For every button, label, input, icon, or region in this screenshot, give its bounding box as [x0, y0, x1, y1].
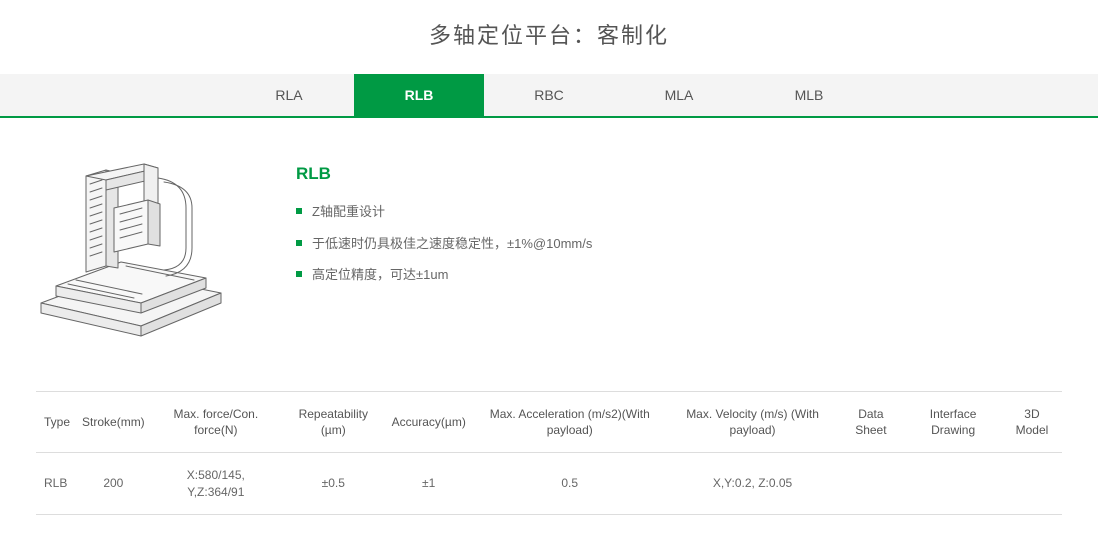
cell-accuracy: ±1 — [386, 453, 472, 514]
tab-mlb[interactable]: MLB — [744, 74, 874, 116]
col-drawing: Interface Drawing — [904, 392, 1002, 453]
col-accel: Max. Acceleration (m/s2)(With payload) — [472, 392, 668, 453]
table-row: RLB 200 X:580/145, Y,Z:364/91 ±0.5 ±1 0.… — [36, 453, 1062, 514]
col-velocity: Max. Velocity (m/s) (With payload) — [668, 392, 838, 453]
col-datasheet: Data Sheet — [837, 392, 904, 453]
tab-rla[interactable]: RLA — [224, 74, 354, 116]
tab-rlb[interactable]: RLB — [354, 74, 484, 116]
table-header-row: Type Stroke(mm) Max. force/Con. force(N)… — [36, 392, 1062, 453]
col-type: Type — [36, 392, 76, 453]
cell-velocity: X,Y:0.2, Z:0.05 — [668, 453, 838, 514]
cell-repeatability: ±0.5 — [281, 453, 386, 514]
product-image — [36, 158, 236, 341]
col-force: Max. force/Con. force(N) — [151, 392, 281, 453]
product-tabs: RLA RLB RBC MLA MLB — [0, 74, 1098, 118]
col-repeatability: Repeatability (µm) — [281, 392, 386, 453]
tab-rbc[interactable]: RBC — [484, 74, 614, 116]
spec-table: Type Stroke(mm) Max. force/Con. force(N)… — [36, 391, 1062, 515]
cell-type: RLB — [36, 453, 76, 514]
col-accuracy: Accuracy(µm) — [386, 392, 472, 453]
cell-stroke: 200 — [76, 453, 151, 514]
feature-item: 高定位精度，可达±1um — [296, 265, 1062, 285]
tab-mla[interactable]: MLA — [614, 74, 744, 116]
cell-accel: 0.5 — [472, 453, 668, 514]
product-name: RLB — [296, 164, 1062, 184]
feature-item: Z轴配重设计 — [296, 202, 1062, 222]
cell-force: X:580/145, Y,Z:364/91 — [151, 453, 281, 514]
cell-datasheet[interactable] — [837, 453, 904, 514]
cell-3dmodel[interactable] — [1002, 453, 1062, 514]
feature-item: 于低速时仍具极佳之速度稳定性，±1%@10mm/s — [296, 234, 1062, 254]
page-title: 多轴定位平台：客制化 — [0, 0, 1098, 74]
cell-drawing[interactable] — [904, 453, 1002, 514]
col-3dmodel: 3D Model — [1002, 392, 1062, 453]
feature-list: Z轴配重设计 于低速时仍具极佳之速度稳定性，±1%@10mm/s 高定位精度，可… — [296, 202, 1062, 285]
col-stroke: Stroke(mm) — [76, 392, 151, 453]
